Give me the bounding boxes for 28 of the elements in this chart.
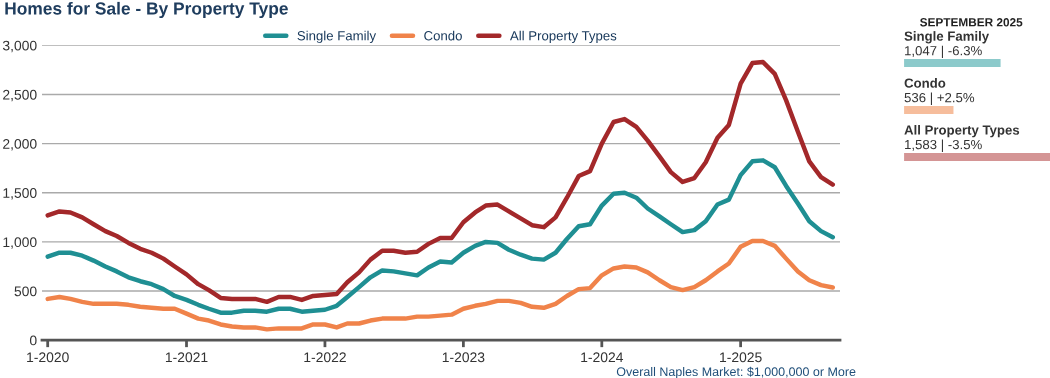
legend-label: All Property Types (509, 30, 617, 44)
x-tick-label: 1-2022 (304, 352, 346, 363)
y-tick-label: Single Family (904, 31, 990, 44)
x-tick-label: 1-2021 (165, 352, 208, 363)
x-tick-label: 1-2020 (27, 352, 69, 363)
y-tick-label: Condo (904, 78, 946, 88)
x-tick-label: 1-2025 (720, 352, 762, 363)
x-tick-label: 1-2024 (581, 352, 624, 363)
line-series (45, 158, 836, 315)
y-tick-label: 2,000 (3, 138, 37, 151)
data-label: 536 | +2.5% (904, 92, 975, 105)
legend-label: Condo (424, 30, 462, 41)
text: Overall Naples Market: $1,000,000 or More (616, 366, 856, 378)
line-series (45, 238, 836, 332)
y-tick-label: 2,500 (3, 89, 37, 102)
y-tick-label: 1,500 (3, 188, 37, 200)
x-tick-label: 1-2023 (442, 352, 485, 363)
y-tick-label: 1,000 (3, 237, 37, 249)
chart-title: SEPTEMBER 2025 (920, 18, 1023, 27)
y-tick-label: 0 (29, 335, 37, 346)
legend-label: Single Family (297, 30, 377, 44)
data-label: 1,047 | -6.3% (905, 45, 982, 59)
chart-title: Homes for Sale - By Property Type (5, 1, 288, 19)
y-tick-label: All Property Types (904, 125, 1020, 138)
y-tick-label: 500 (14, 286, 37, 297)
data-label: 1,583 | -3.5% (905, 139, 982, 152)
line-series (45, 59, 836, 305)
y-tick-label: 3,000 (2, 40, 37, 53)
